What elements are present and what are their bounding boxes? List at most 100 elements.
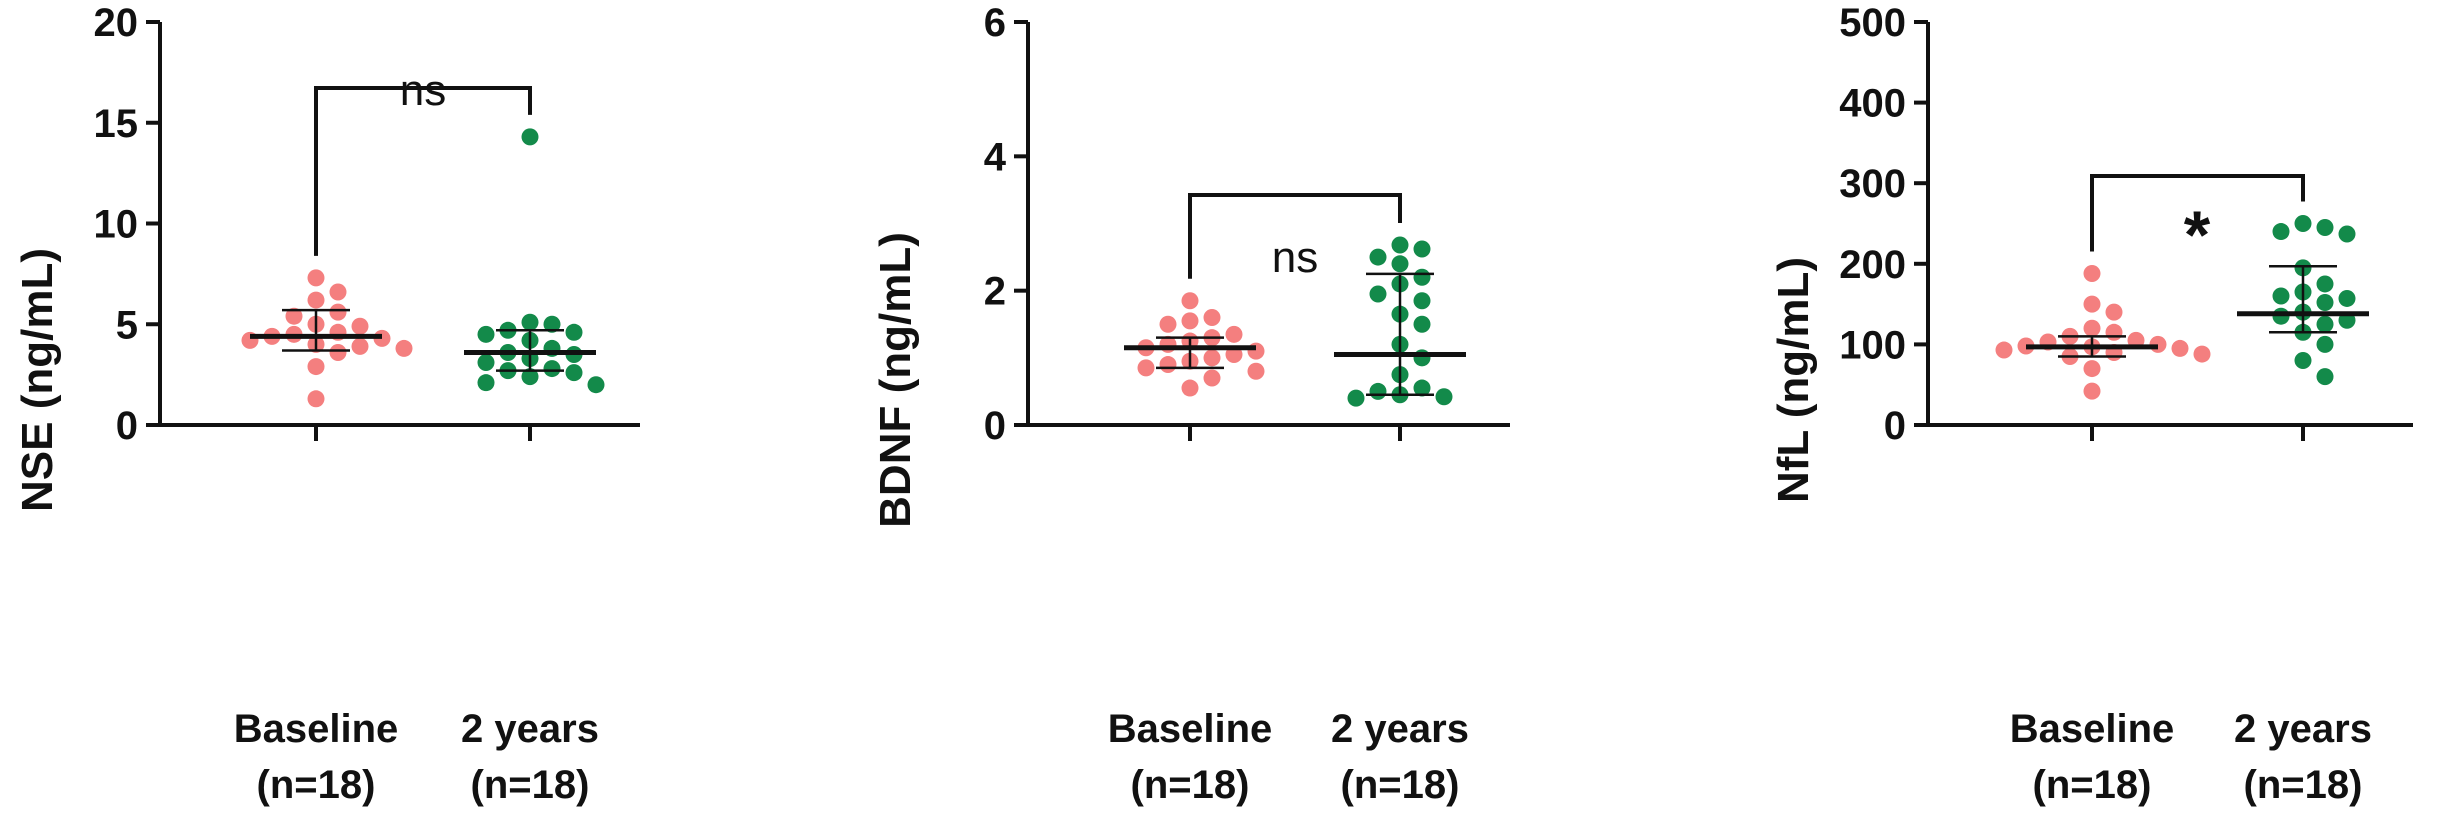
data-point [2316,335,2334,353]
category-label-2-years: 2 years [1331,707,1469,751]
data-point [1203,349,1221,367]
data-point [2083,382,2101,400]
data-point [477,374,495,392]
category-label-baseline: Baseline [2010,707,2175,751]
significance-bracket [2090,174,2305,252]
category-label-2-years: 2 years [2234,707,2372,751]
data-point [329,303,347,321]
data-point [307,358,325,376]
data-point [1413,240,1431,258]
data-point [2272,223,2290,241]
data-point [2316,275,2334,293]
data-point [1247,362,1265,380]
data-point [1391,255,1409,273]
data-point [1137,359,1155,377]
y-tick-label: 400 [1839,82,1906,126]
data-point [565,364,583,382]
data-point [351,317,369,335]
significance-label: * [2184,197,2211,273]
data-point [2083,319,2101,337]
data-point [329,283,347,301]
panel-nfl: NfL (ng/mL) Baseline (n=18) 2 years (n=1… [1769,1,2413,807]
data-point [1203,369,1221,387]
category-sub-baseline: (n=18) [1131,763,1250,807]
data-point [2193,345,2211,363]
data-point [2083,264,2101,282]
y-tick-label: 20 [94,1,139,45]
y-tick-label: 15 [94,102,139,146]
data-point [1159,356,1177,374]
y-axis-label: BDNF (ng/mL) [871,232,920,528]
data-point [1181,379,1199,397]
significance-bracket [314,86,532,256]
data-point [1413,292,1431,310]
y-tick-label: 200 [1839,243,1906,287]
data-point [2316,293,2334,311]
data-point [285,307,303,325]
data-point [587,376,605,394]
data-point [521,128,539,146]
y-tick-label: 6 [984,1,1006,45]
data-point [2083,295,2101,313]
y-tick-label: 100 [1839,323,1906,367]
significance-label: ns [400,66,446,115]
data-point [307,291,325,309]
data-point [2316,219,2334,237]
category-label-baseline: Baseline [1108,707,1273,751]
data-point [307,269,325,287]
panel-bdnf: BDNF (ng/mL) Baseline (n=18) 2 years (n=… [871,1,1510,807]
data-point [1369,382,1387,400]
category-sub-2-years: (n=18) [1341,763,1460,807]
data-point [2316,315,2334,333]
category-sub-baseline: (n=18) [257,763,376,807]
data-point [2316,368,2334,386]
y-tick-label: 5 [116,303,138,347]
data-point [1225,325,1243,343]
y-tick-label: 4 [984,135,1007,179]
significance-label: ns [1272,233,1318,282]
data-point [2272,287,2290,305]
data-point [543,315,561,333]
data-point [1347,389,1365,407]
y-tick-label: 2 [984,270,1006,314]
data-point [521,368,539,386]
data-point [565,323,583,341]
data-point [2083,360,2101,378]
y-axis-label: NSE (ng/mL) [13,248,62,512]
category-sub-2-years: (n=18) [2244,763,2363,807]
data-point [2294,215,2312,232]
data-point [2171,339,2189,357]
data-point [1159,315,1177,333]
data-point [1435,388,1453,406]
data-point [351,337,369,355]
data-point [2105,303,2123,321]
data-point [1203,309,1221,327]
data-point [395,339,413,357]
data-point [1413,379,1431,397]
y-tick-label: 10 [94,203,139,247]
data-point [2294,352,2312,370]
category-sub-baseline: (n=18) [2033,763,2152,807]
data-point [307,390,325,408]
data-point [1413,349,1431,367]
data-point [329,343,347,361]
data-point [1247,342,1265,360]
data-point [1369,248,1387,266]
category-label-2-years: 2 years [461,707,599,751]
data-point [521,313,539,331]
y-tick-label: 0 [984,404,1006,448]
y-tick-label: 500 [1839,1,1906,45]
data-point [477,354,495,372]
data-point [1391,236,1409,254]
data-point [543,360,561,378]
y-tick-label: 0 [1884,404,1906,448]
data-point [1995,341,2013,359]
data-point [2338,289,2356,307]
category-sub-2-years: (n=18) [471,763,590,807]
data-point [2338,225,2356,243]
data-point [477,325,495,343]
data-point [1181,292,1199,310]
data-point [2105,323,2123,341]
data-point [1181,312,1199,330]
